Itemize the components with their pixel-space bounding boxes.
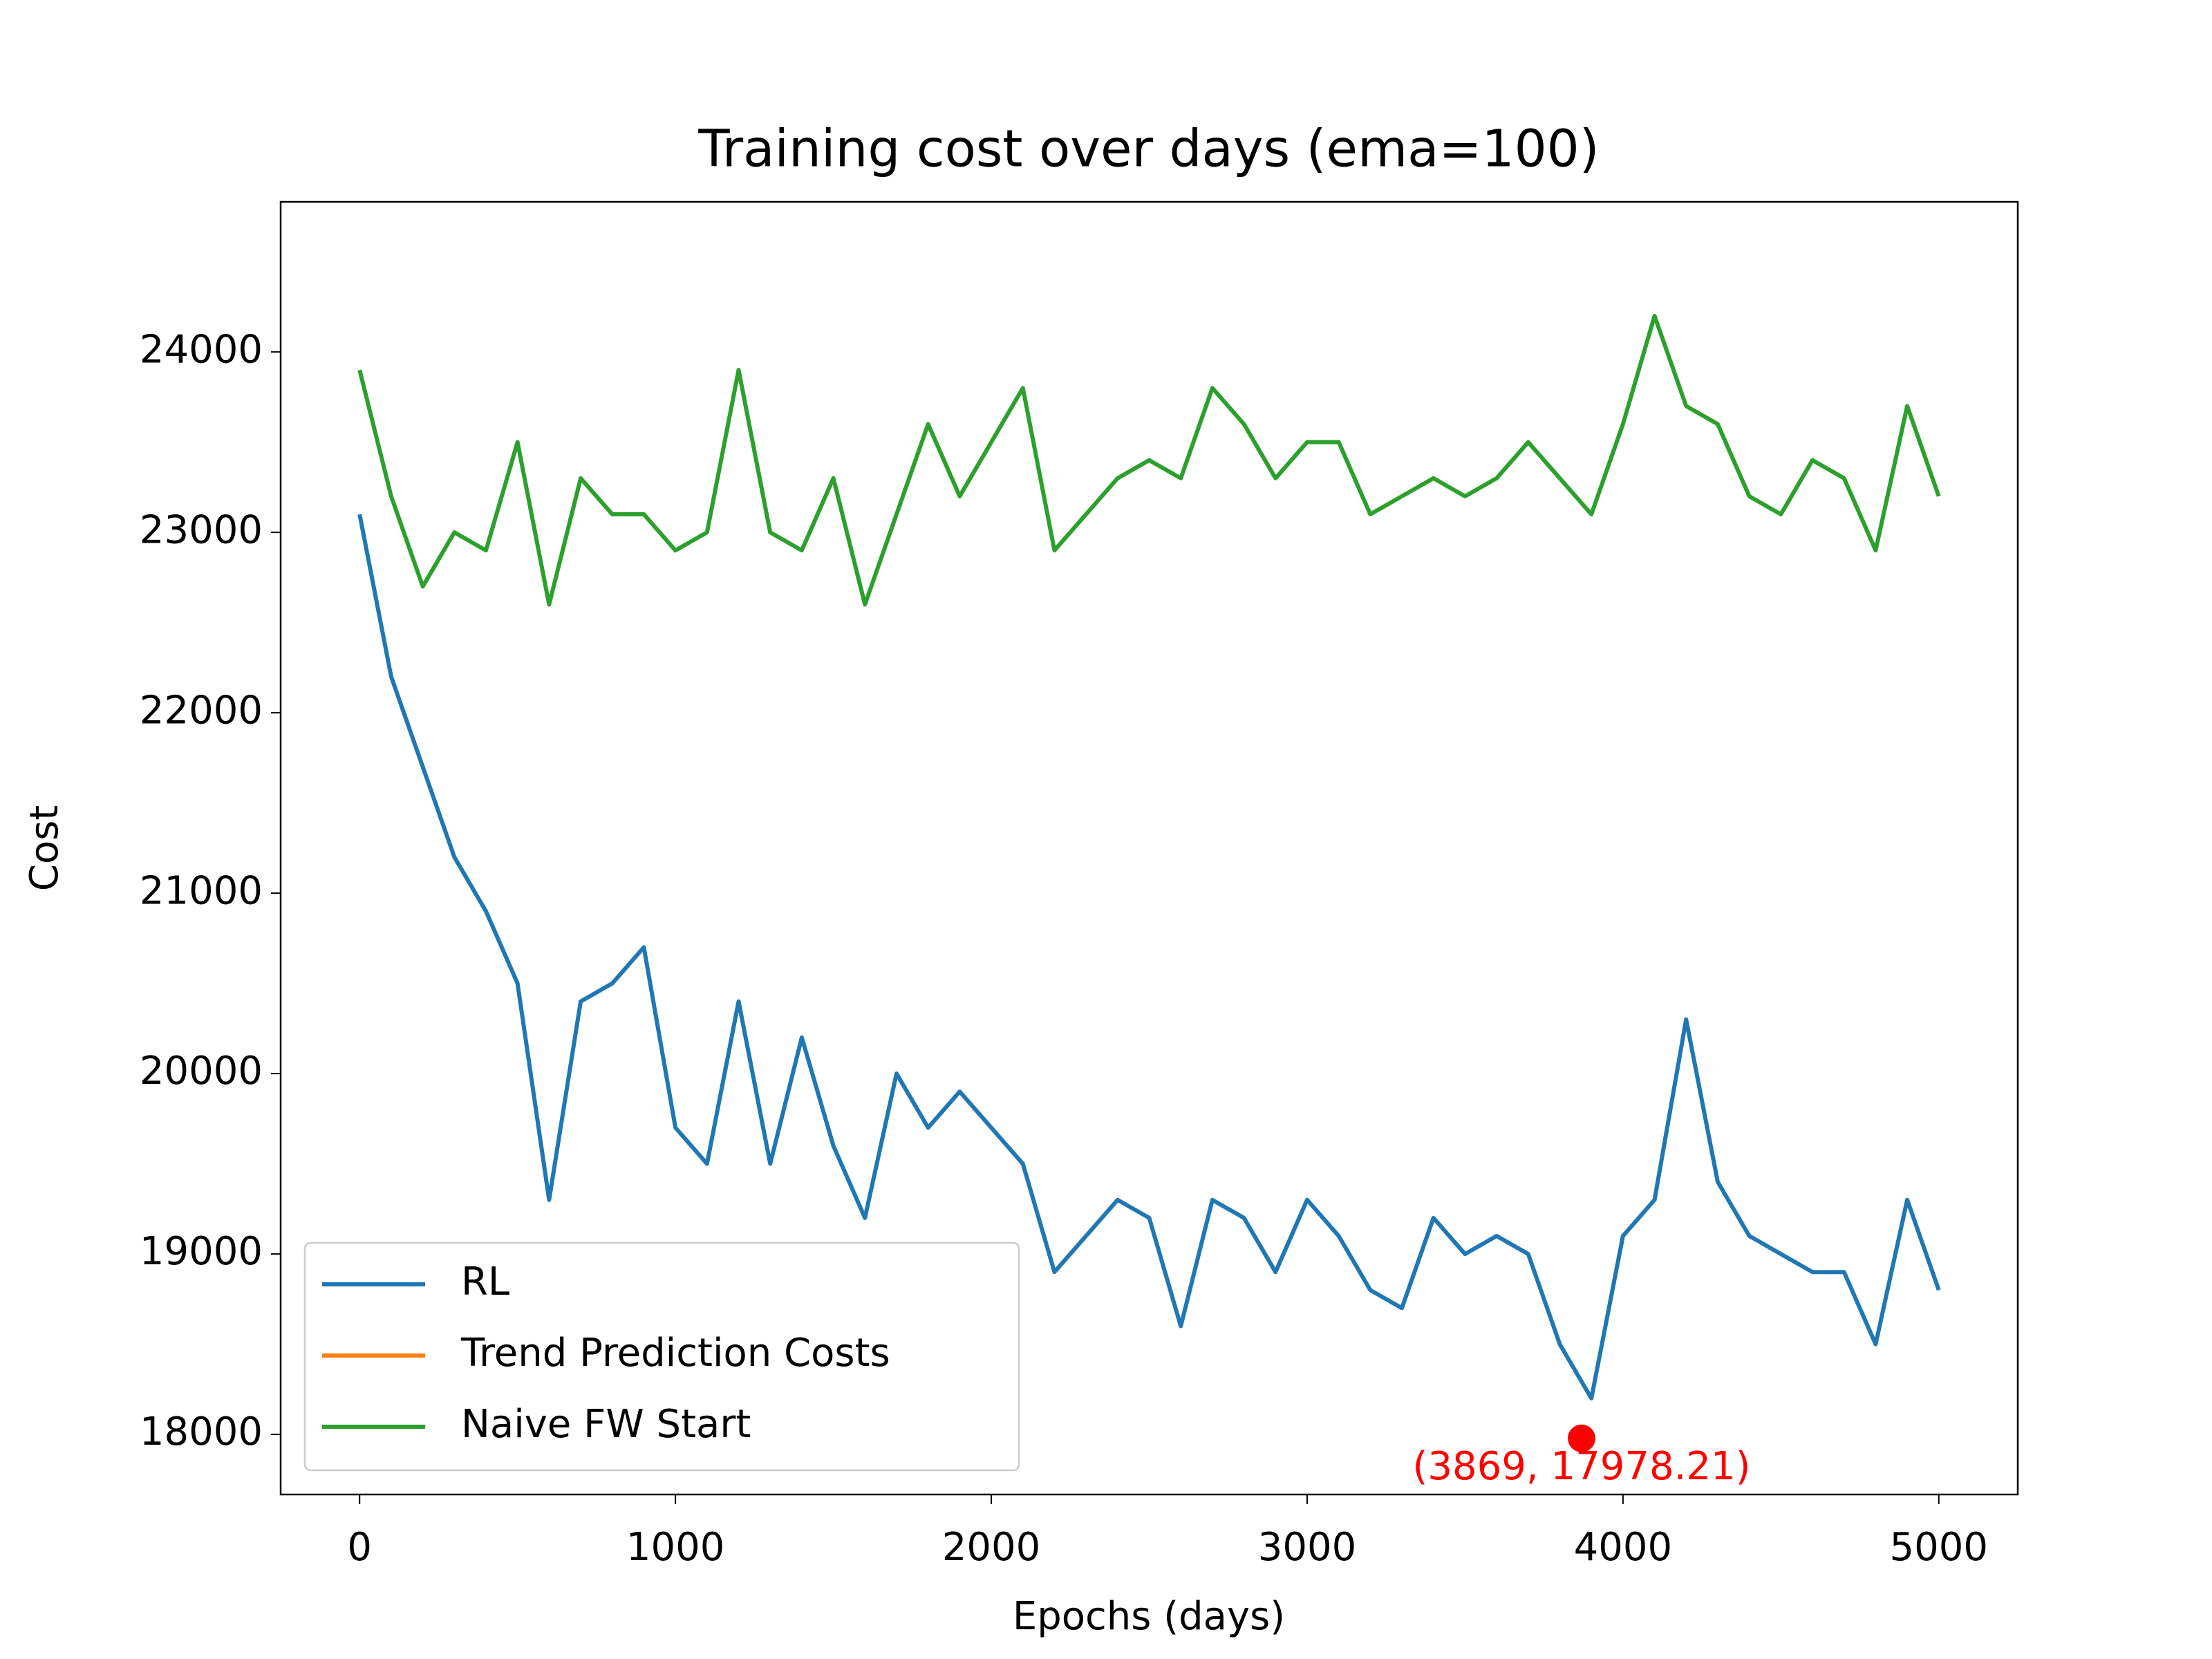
- y-tick-label: 21000: [140, 868, 263, 913]
- y-tick-label: 19000: [140, 1229, 263, 1274]
- y-tick-label: 23000: [140, 507, 263, 552]
- series-line: [357, 514, 1941, 1400]
- x-tick-label: 2000: [942, 1525, 1041, 1570]
- legend-label: Naive FW Start: [461, 1402, 751, 1447]
- x-tick-label: 0: [347, 1525, 372, 1570]
- x-tick-label: 3000: [1258, 1525, 1357, 1570]
- x-tick-label: 4000: [1574, 1525, 1673, 1570]
- y-tick-label: 22000: [140, 688, 263, 733]
- legend-label: Trend Prediction Costs: [460, 1331, 890, 1376]
- plot-frame: [279, 200, 2019, 1496]
- x-axis-label: Epochs (days): [1013, 1594, 1285, 1639]
- legend-box: [303, 1241, 1020, 1472]
- annotation-label: (3869, 17978.21): [1413, 1444, 1751, 1489]
- series-line: [357, 313, 1941, 607]
- y-tick-label: 18000: [140, 1409, 263, 1454]
- y-tick-label: 20000: [140, 1049, 263, 1094]
- y-tick-label: 24000: [140, 327, 263, 372]
- legend-label: RL: [461, 1259, 509, 1304]
- x-tick-label: 5000: [1890, 1525, 1989, 1570]
- y-axis-label: Cost: [22, 805, 67, 892]
- annotation-point: [1568, 1424, 1596, 1452]
- x-tick-label: 1000: [626, 1525, 725, 1570]
- chart-title: Training cost over days (ema=100): [697, 120, 1599, 179]
